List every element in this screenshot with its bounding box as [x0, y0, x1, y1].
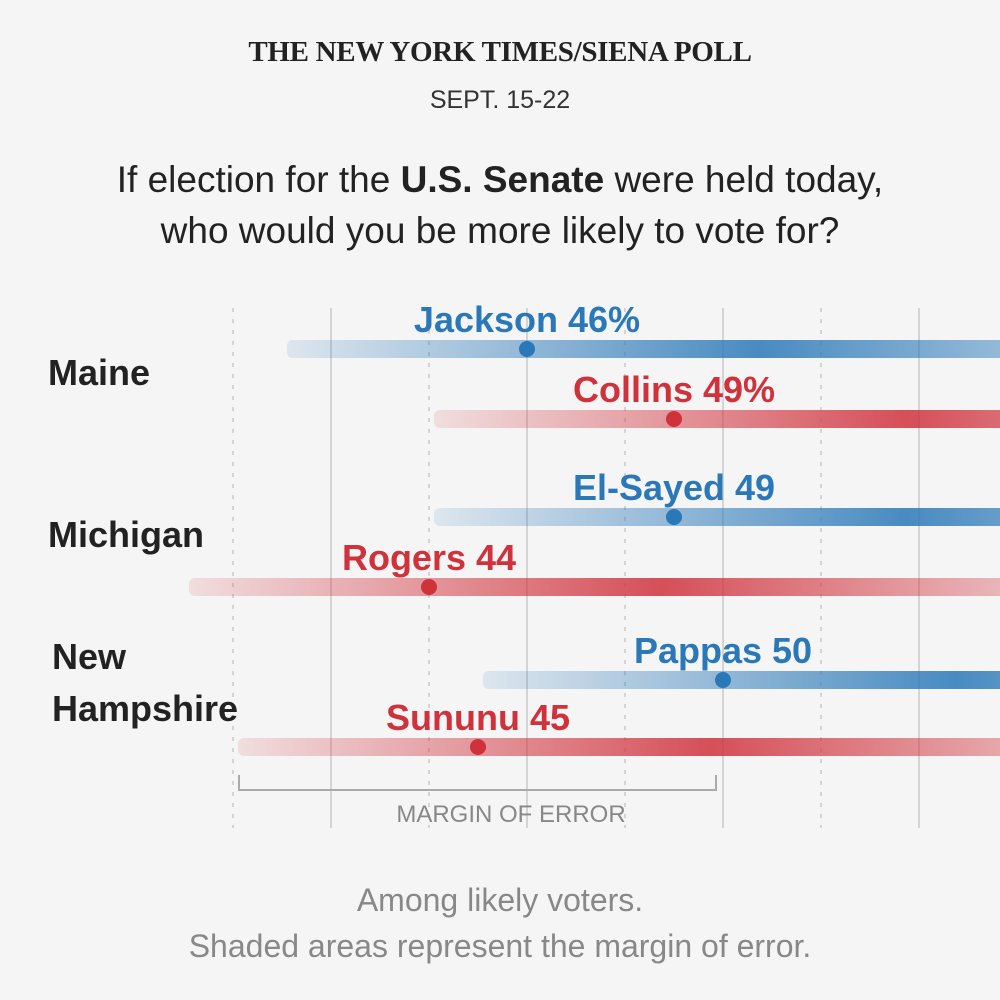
candidate-label: Pappas 50: [634, 630, 812, 671]
candidate-label: Jackson 46%: [414, 299, 640, 340]
margin-of-error-key: MARGIN OF ERROR: [238, 775, 717, 828]
candidate-label: Sununu 45: [386, 697, 570, 738]
margin-band: [188, 578, 1000, 596]
question-line-1: If election for the U.S. Senate were hel…: [0, 154, 1000, 205]
estimate-dot: [421, 579, 437, 595]
state-label: Michigan: [48, 514, 204, 555]
estimate-dot: [715, 672, 731, 688]
poll-dates: SEPT. 15-22: [429, 86, 571, 114]
estimate-dot: [666, 411, 682, 427]
estimate-dot: [519, 341, 535, 357]
footnote-line-2: Shaded areas represent the margin of err…: [188, 928, 812, 964]
question: If election for the U.S. Senate were hel…: [0, 154, 1000, 256]
margin-band: [482, 671, 1000, 689]
poll-title: THE NEW YORK TIMES/SIENA POLL: [248, 36, 752, 68]
margin-band: [433, 508, 1000, 526]
question-bold: U.S. Senate: [400, 159, 605, 200]
state-label: Hampshire: [52, 688, 238, 729]
margin-band: [237, 738, 1000, 756]
question-line-2: who would you be more likely to vote for…: [160, 210, 840, 251]
estimate-dot: [666, 509, 682, 525]
moe-label: MARGIN OF ERROR: [396, 801, 625, 828]
state-label: New: [52, 636, 127, 677]
chart-rows: Maine Jackson 46% Collins 49% Michigan El-Sa…: [48, 299, 1000, 756]
question-post: were held today,: [604, 159, 884, 200]
margin-band: [433, 410, 1000, 428]
state-label: Maine: [48, 352, 150, 393]
footnote-line-1: Among likely voters.: [356, 882, 644, 918]
moe-bracket: [238, 775, 717, 791]
candidate-label: Rogers 44: [342, 537, 516, 578]
question-pre: If election for the: [116, 159, 401, 200]
candidate-label: El-Sayed 49: [573, 467, 775, 508]
candidate-label: Collins 49%: [573, 369, 775, 410]
margin-band: [286, 340, 1000, 358]
estimate-dot: [470, 739, 486, 755]
